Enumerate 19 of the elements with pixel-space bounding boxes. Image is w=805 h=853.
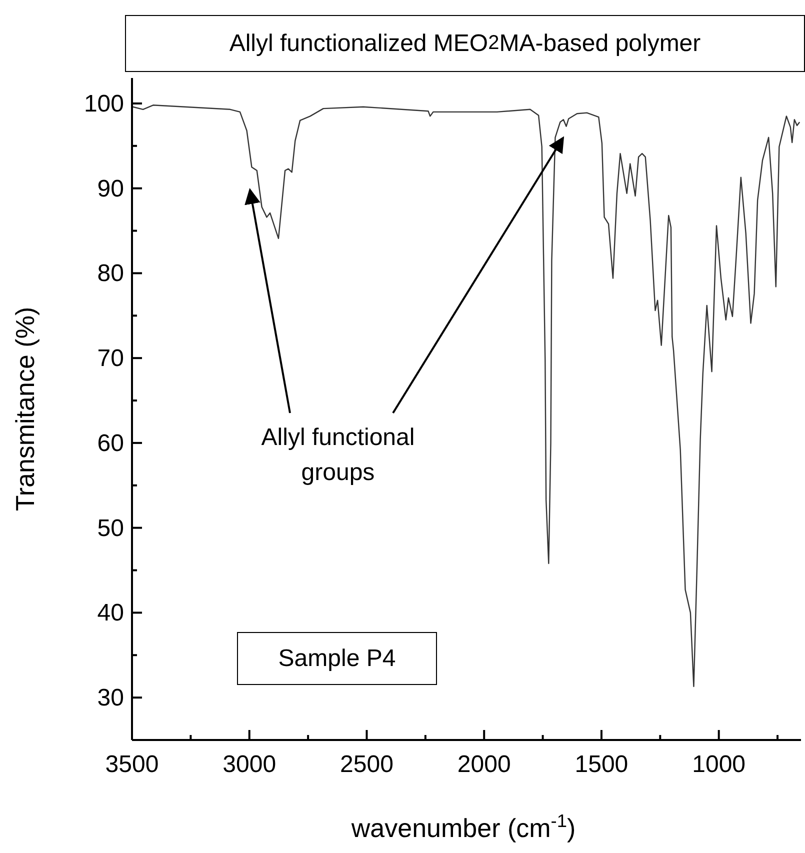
y-axis-title: Transmitance (%) [10,306,40,512]
y-tick-label: 40 [97,600,124,627]
x-tick-label: 3000 [222,751,276,778]
y-tick-label: 90 [97,175,124,202]
x-tick-label: 1500 [574,751,628,778]
x-axis-title: wavenumber (cm$^{-1}$) [350,811,576,843]
y-tick-label: 60 [97,430,124,457]
line-series [132,104,800,688]
x-tick-label: 2000 [457,751,511,778]
y-tick-label: 50 [97,514,124,542]
annotation: Sample P4 [237,632,437,685]
y-tick-label: 80 [97,260,124,288]
y-tick-label: 70 [97,345,124,372]
x-tick-label: 1000 [692,751,746,778]
x-tick-label: 3500 [105,751,159,778]
annotation: Allyl functional groups [260,423,416,488]
x-tick-label: 2500 [340,751,394,778]
y-tick-label: 30 [97,684,124,712]
y-tick-label: 100 [84,90,124,118]
